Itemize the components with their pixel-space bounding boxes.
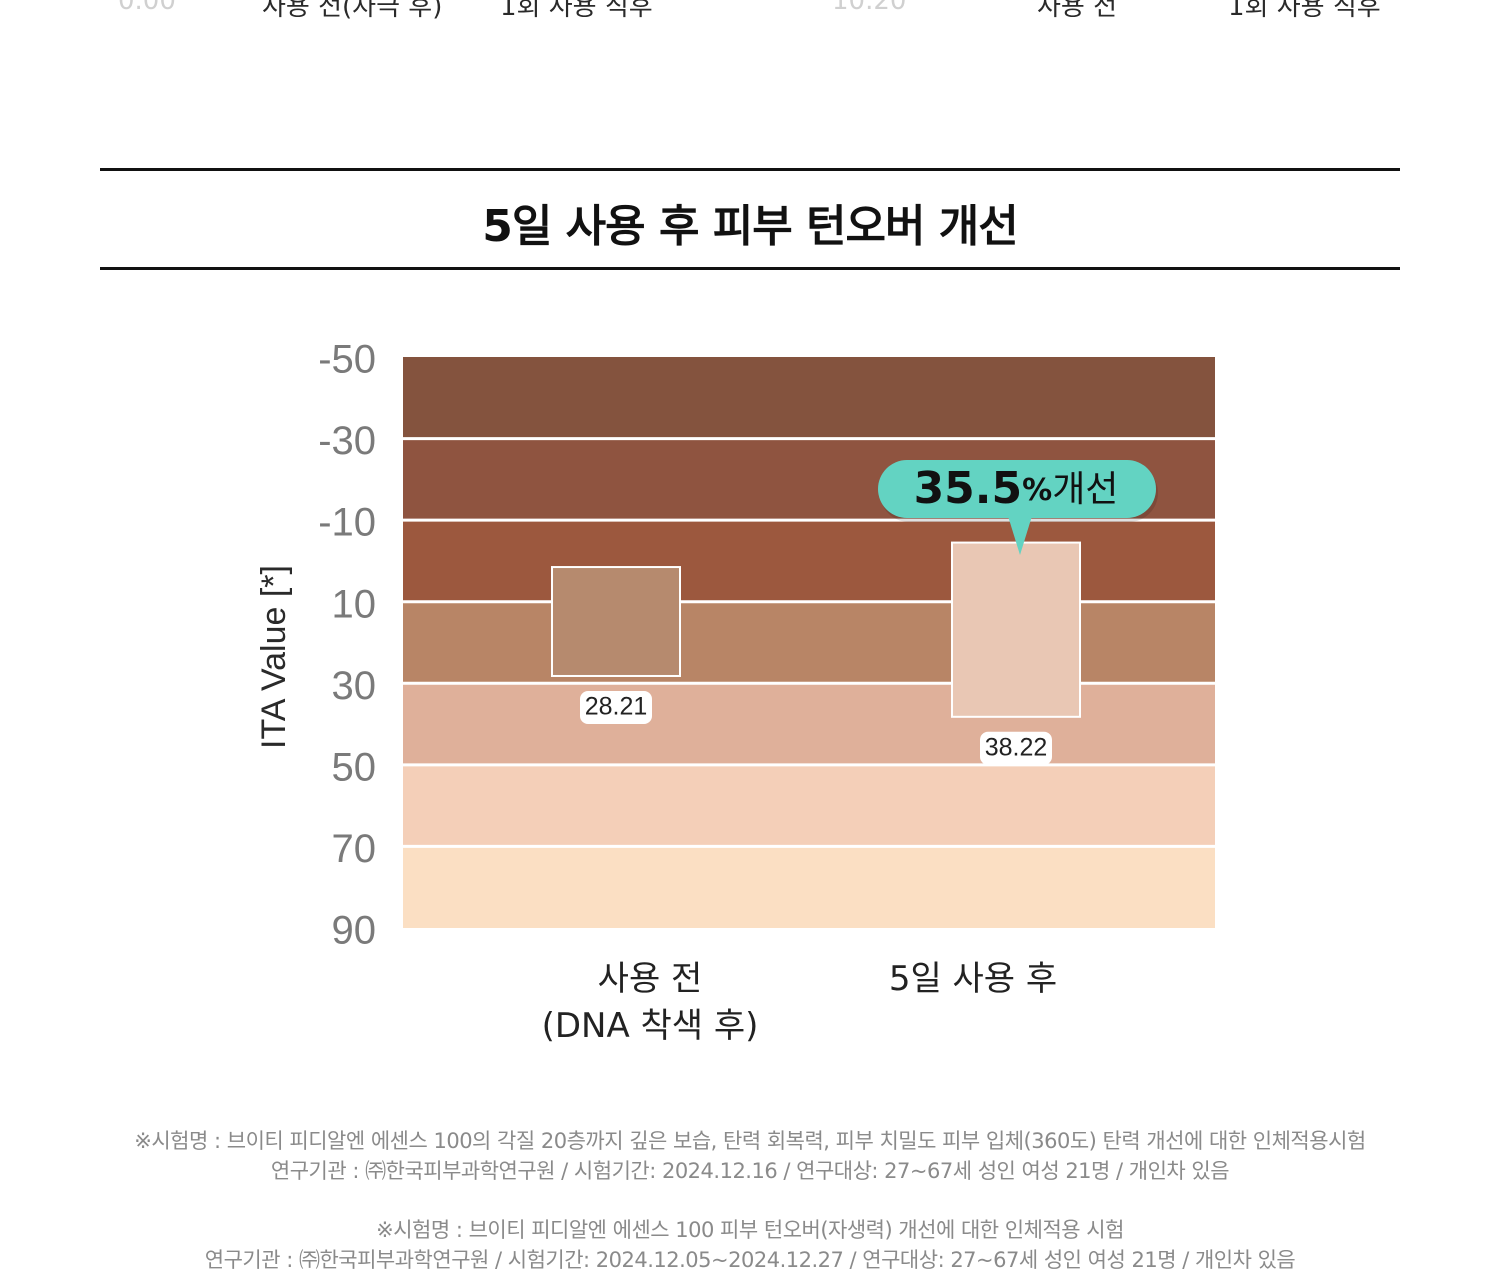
y-tick-label: -50 <box>318 338 376 382</box>
callout-number: 35.5 <box>914 463 1023 514</box>
callout-pointer <box>1008 516 1032 555</box>
footnote-2: 연구기관 : ㈜한국피부과학연구원 / 시험기간: 2024.12.16 / 연… <box>270 1159 1230 1183</box>
value-label: 28.21 <box>585 693 648 721</box>
y-axis-label: ITA Value [*] <box>255 565 293 749</box>
heading-bottom-rule <box>100 267 1400 270</box>
color-band <box>403 846 1215 928</box>
color-band <box>403 683 1215 765</box>
data-bar <box>551 566 681 677</box>
color-band <box>403 357 1215 439</box>
previous-value-right: 10.20 <box>832 0 907 16</box>
footnote-4: 연구기관 : ㈜한국피부과학연구원 / 시험기간: 2024.12.05~202… <box>204 1248 1296 1272</box>
data-bar <box>951 541 1081 718</box>
y-tick-label: 10 <box>332 582 377 626</box>
previous-label-after-2: 1회 사용 직후 <box>1228 0 1381 22</box>
callout-percent: % <box>1022 473 1052 508</box>
y-tick-label: -10 <box>318 501 376 545</box>
ita-bar-chart: -50 -30 -10 10 30 50 70 90 28.21 38.22 사용 전 (DNA … <box>255 338 1215 1046</box>
y-tick-label: 90 <box>332 909 377 953</box>
value-label-bg <box>980 731 1052 765</box>
color-band <box>403 601 1215 684</box>
y-tick-label: 70 <box>332 827 377 871</box>
y-tick-label: 30 <box>332 664 377 708</box>
y-tick-label: 50 <box>332 745 377 789</box>
footnote-3: ※시험명 : 브이티 피디알엔 에센스 100 피부 턴오버(자생력) 개선에 … <box>376 1218 1124 1242</box>
callout-text: 개선 <box>1052 469 1118 510</box>
improvement-callout: 35.5%개선 <box>878 460 1158 555</box>
section-title: 5일 사용 후 피부 턴오버 개선 <box>482 201 1019 252</box>
callout-bubble <box>878 460 1156 518</box>
category-sublabel: (DNA 착색 후) <box>542 1006 759 1046</box>
color-band <box>403 520 1215 602</box>
previous-label-before-2: 사용 전 <box>1037 0 1118 22</box>
svg-text:35.5%개선: 35.5%개선 <box>914 463 1119 514</box>
category-label: 5일 사용 후 <box>889 959 1057 999</box>
previous-label-after: 1회 사용 직후 <box>500 0 653 22</box>
footnote-1: ※시험명 : 브이티 피디알엔 에센스 100의 각질 20층까지 깊은 보습,… <box>134 1129 1366 1153</box>
value-label: 38.22 <box>985 733 1048 761</box>
previous-value-left: 0.00 <box>118 0 176 16</box>
y-tick-label: -30 <box>318 419 376 463</box>
color-band <box>403 764 1215 847</box>
category-label: 사용 전 <box>598 959 703 999</box>
value-label-bg <box>580 690 652 724</box>
heading-top-rule <box>100 168 1400 171</box>
previous-label-before: 사용 전(자극 후) <box>262 0 443 22</box>
